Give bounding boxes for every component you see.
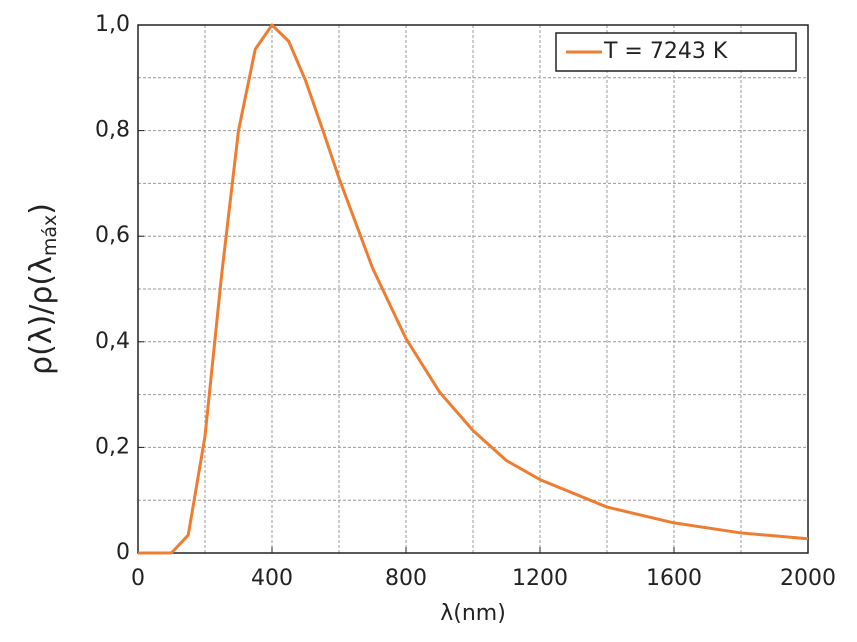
x-tick-label: 1600 [646, 566, 702, 591]
y-tick-label: 0,6 [95, 223, 130, 248]
y-tick-label: 0,2 [95, 434, 130, 459]
y-tick-label: 1,0 [95, 12, 130, 37]
x-tick-label: 800 [385, 566, 427, 591]
y-label-main: ρ(λ)/ρ(λ [24, 256, 59, 375]
y-axis-label: ρ(λ)/ρ(λmáx) [24, 203, 61, 375]
legend-label: T = 7243 K [603, 39, 728, 64]
data-line [138, 23, 809, 555]
x-tick-label: 0 [131, 566, 145, 591]
y-tick-label: 0,4 [95, 329, 130, 354]
plot-frame [137, 24, 809, 554]
y-tick-label: 0,8 [95, 118, 130, 143]
y-label-suffix: ) [24, 203, 59, 215]
y-tick-label: 0 [116, 540, 130, 565]
y-label-subscript: máx [39, 215, 61, 256]
x-axis-label: λ(nm) [440, 601, 506, 626]
x-tick-label: 400 [251, 566, 293, 591]
x-tick-label: 2000 [780, 566, 836, 591]
x-tick-label: 1200 [512, 566, 568, 591]
